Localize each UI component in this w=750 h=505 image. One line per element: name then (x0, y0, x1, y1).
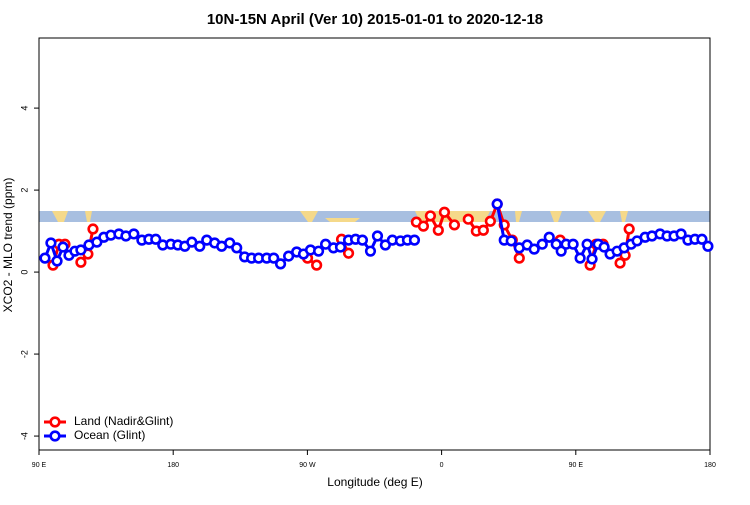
data-point (417, 220, 430, 232)
data-point (484, 215, 496, 227)
data-point (150, 233, 162, 245)
data-point (567, 238, 579, 250)
data-point (75, 244, 87, 256)
data-point (408, 234, 421, 246)
legend-label: Ocean (Glint) (74, 428, 145, 442)
data-point (424, 210, 437, 222)
data-point (598, 241, 610, 253)
land-patch (52, 211, 628, 222)
data-point (371, 230, 384, 242)
data-point (128, 228, 140, 240)
y-tick-label: -4 (19, 432, 29, 440)
ocean-band (39, 211, 710, 222)
data-point (87, 223, 99, 235)
data-point (614, 257, 626, 269)
data-point (194, 240, 206, 252)
data-point (491, 198, 503, 210)
data-point (268, 252, 280, 264)
x-tick-label: 180 (167, 462, 179, 469)
x-tick-label: 90 E (569, 462, 584, 469)
data-point (448, 219, 461, 231)
data-point (623, 223, 635, 235)
data-point (274, 258, 287, 270)
data-point (675, 228, 687, 240)
y-tick-label: 0 (19, 270, 29, 275)
data-point (536, 238, 548, 250)
land-mask (39, 211, 710, 222)
data-point (543, 231, 555, 243)
data-point (432, 224, 444, 236)
data-point (581, 238, 593, 250)
data-point (39, 252, 51, 264)
legend-marker (49, 416, 61, 428)
y-tick-label: 4 (19, 106, 29, 111)
x-tick-label: 90 W (299, 462, 316, 469)
data-point (513, 252, 525, 264)
data-point (57, 241, 69, 253)
data-point (364, 245, 377, 257)
data-point (356, 234, 369, 246)
y-tick-label: -2 (19, 350, 29, 358)
data-point (334, 241, 347, 253)
data-point (45, 237, 57, 249)
y-axis-label: XCO2 - MLO trend (ppm) (1, 178, 15, 313)
chart-title: 10N-15N April (Ver 10) 2015-01-01 to 202… (207, 11, 543, 28)
data-point (702, 240, 714, 252)
data-point (505, 235, 517, 247)
data-point (342, 247, 355, 259)
x-tick-label: 90 E (32, 462, 47, 469)
x-tick-label: 180 (704, 462, 716, 469)
legend-marker (49, 430, 61, 442)
data-point (312, 245, 325, 257)
y-tick-label: 2 (19, 188, 29, 193)
data-point (438, 206, 451, 218)
data-point (311, 259, 323, 271)
x-axis-label: Longitude (deg E) (327, 475, 422, 489)
data-point (231, 242, 243, 254)
data-point (528, 243, 540, 255)
data-point (696, 233, 708, 245)
x-tick-label: 0 (440, 462, 444, 469)
data-point (574, 252, 586, 264)
legend-label: Land (Nadir&Glint) (74, 414, 173, 428)
data-point (51, 255, 63, 267)
legend: Land (Nadir&Glint)Ocean (Glint) (44, 414, 173, 442)
data-point (462, 213, 474, 225)
data-point (75, 256, 87, 268)
data-point (477, 224, 489, 236)
data-point (586, 253, 598, 265)
